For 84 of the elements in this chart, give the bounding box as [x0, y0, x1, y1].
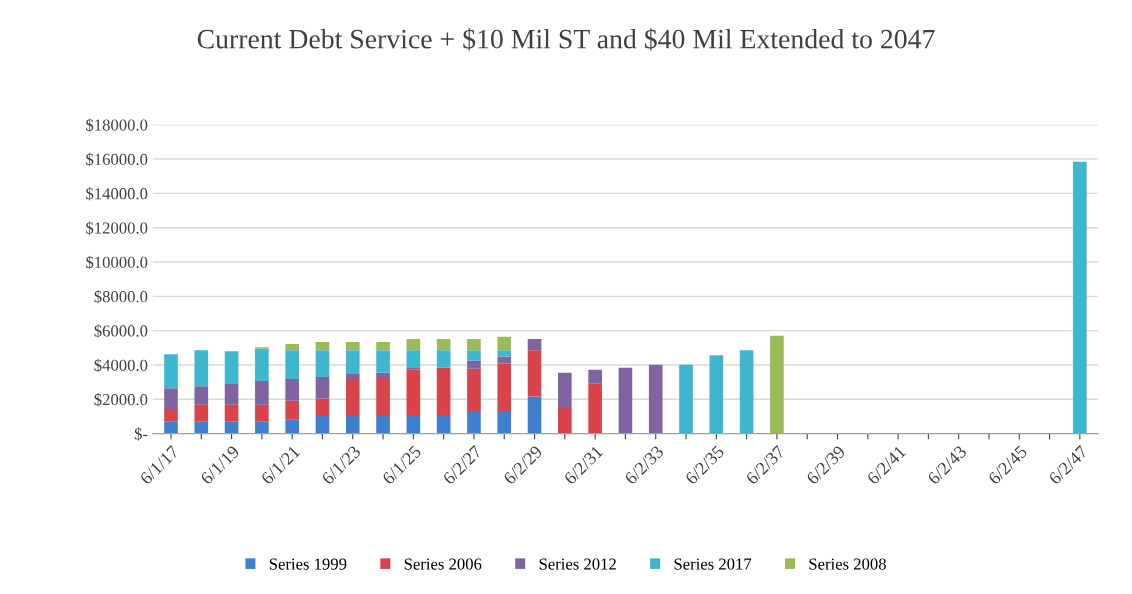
bar [406, 350, 421, 369]
bar [194, 421, 209, 434]
bar [164, 409, 178, 422]
y-tick-label: $16000.0 [86, 152, 148, 167]
bar [436, 367, 451, 416]
bar [224, 383, 239, 405]
y-tick-label: $12000.0 [86, 221, 148, 235]
bar [376, 350, 390, 373]
bar [285, 400, 299, 420]
y-tick-label: $2000.0 [94, 393, 148, 407]
bar [194, 386, 209, 405]
bar [1073, 161, 1087, 434]
bar [618, 367, 633, 434]
bar [527, 350, 542, 397]
bar [588, 383, 602, 434]
bar [436, 338, 451, 351]
bar [558, 372, 572, 408]
bar [224, 404, 239, 422]
bar [467, 412, 481, 434]
bar [285, 350, 299, 380]
bar [588, 369, 602, 384]
legend-label: Series 2008 [809, 558, 886, 570]
bar [467, 338, 481, 351]
bar [467, 360, 481, 369]
bar [679, 364, 693, 434]
bar [406, 338, 421, 351]
bar [527, 338, 542, 351]
bar [255, 381, 269, 405]
bar [345, 373, 360, 380]
bar [345, 350, 360, 374]
bar [467, 350, 481, 361]
bar [376, 372, 390, 377]
bar [194, 350, 209, 387]
y-tick-label: $10000.0 [86, 255, 148, 270]
bar [527, 396, 542, 434]
legend-label: Series 1999 [269, 558, 347, 570]
bar [255, 404, 269, 422]
legend-label: Series 2017 [674, 558, 752, 570]
bar [497, 412, 512, 434]
bar [739, 350, 754, 434]
bar [376, 376, 390, 417]
bar [164, 354, 178, 389]
bar [224, 351, 239, 384]
y-tick-label: $14000.0 [86, 187, 148, 201]
bar [315, 350, 330, 377]
bar [315, 341, 330, 351]
y-tick-label: $8000.0 [94, 290, 148, 304]
bar [255, 421, 269, 434]
bar [345, 341, 360, 351]
bar [285, 344, 299, 351]
bar [497, 336, 512, 351]
bar [406, 415, 421, 434]
bar [345, 379, 360, 417]
bar [285, 419, 299, 434]
bar [164, 388, 178, 410]
bar [376, 341, 390, 351]
y-tick-label: $- [134, 427, 148, 441]
bar [164, 421, 178, 434]
bar [315, 376, 330, 399]
legend-label: Series 2012 [539, 558, 616, 570]
y-tick-label: $4000.0 [94, 358, 148, 373]
bar [558, 407, 572, 434]
legend-label: Series 2006 [404, 558, 482, 570]
bar [436, 415, 451, 434]
bar [345, 416, 360, 434]
bar [224, 421, 239, 434]
bar [467, 368, 481, 412]
bar [285, 379, 299, 401]
bar [194, 404, 209, 422]
bar [315, 398, 330, 417]
bar [376, 416, 390, 434]
bar [497, 356, 512, 364]
bar [497, 363, 512, 412]
chart-title: Current Debt Service + $10 Mil ST and $40 Mil Extended to 2047 [197, 28, 935, 51]
bar [315, 416, 330, 434]
bar [406, 369, 421, 416]
y-tick-label: $18000.0 [86, 118, 148, 132]
bar [436, 350, 451, 368]
bar [709, 355, 724, 434]
bar [770, 335, 784, 434]
bar [255, 348, 269, 382]
bar [497, 350, 512, 357]
y-tick-label: $6000.0 [94, 324, 148, 338]
bar [648, 364, 663, 434]
